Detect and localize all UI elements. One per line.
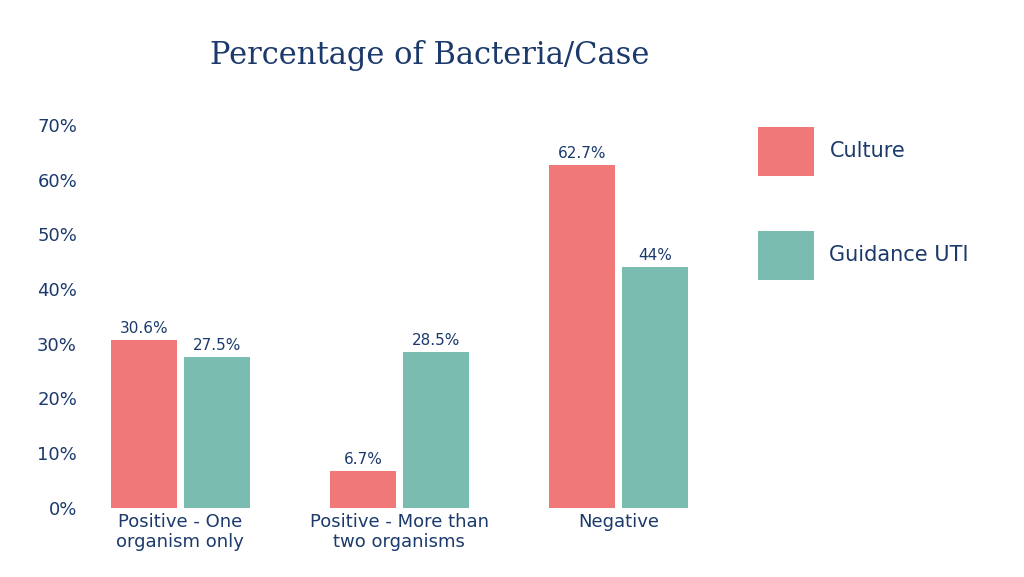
Text: Guidance UTI: Guidance UTI [829, 245, 969, 265]
Bar [549, 165, 614, 508]
Text: 62.7%: 62.7% [558, 145, 606, 160]
Text: 44%: 44% [638, 248, 672, 263]
Text: 28.5%: 28.5% [412, 332, 460, 347]
Bar [330, 471, 395, 508]
Text: 27.5%: 27.5% [193, 338, 241, 353]
Text: Percentage of Bacteria/Case: Percentage of Bacteria/Case [210, 40, 650, 72]
Bar [403, 352, 469, 508]
Text: Culture: Culture [829, 141, 905, 162]
Text: 30.6%: 30.6% [120, 321, 168, 336]
Bar [623, 267, 688, 508]
Bar [111, 340, 176, 508]
Bar [184, 357, 250, 508]
Text: 6.7%: 6.7% [343, 452, 382, 467]
